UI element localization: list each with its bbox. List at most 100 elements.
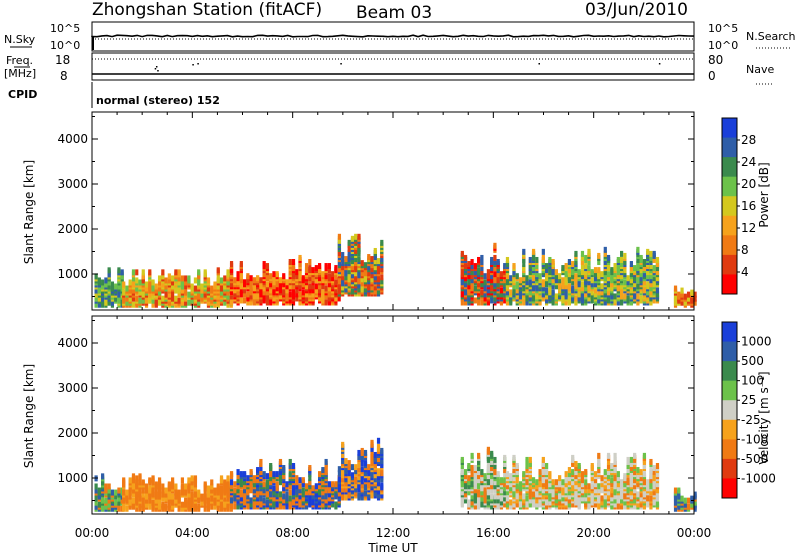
range-cell [499,495,504,502]
range-cell [357,278,361,285]
range-cell [94,291,98,298]
range-cell [616,503,620,510]
range-cell [180,275,184,282]
range-cell [125,505,129,512]
range-cell [229,281,234,288]
range-cell [167,291,171,298]
range-cell [203,501,207,508]
range-cell [620,256,624,263]
range-cell [216,283,220,290]
range-cell [460,463,464,469]
range-cell [477,267,481,274]
range-cell [243,287,247,294]
range-cell [167,501,171,508]
range-cell [649,458,653,465]
range-cell [177,297,181,304]
range-cell [272,287,276,294]
range-cell [210,479,214,486]
range-cell [203,269,207,276]
range-cell [686,503,691,510]
range-cell [193,475,198,482]
range-cell [623,503,627,510]
colorbar-tick-label: 100 [741,374,764,388]
range-cell [161,295,165,302]
range-cell [216,483,220,490]
range-cell [380,447,384,454]
range-cell [216,277,220,284]
range-cell [493,265,497,272]
nsky-line [91,34,695,38]
range-cell [541,291,545,298]
range-cell [593,281,598,288]
range-cell [200,493,204,500]
range-cell [262,271,266,278]
range-cell [210,495,214,502]
range-cell [564,291,568,298]
range-cell [600,475,604,482]
range-cell [278,277,283,284]
range-cell [164,495,168,502]
range-cell [683,501,687,508]
range-cell [673,487,678,494]
colorbar-tick-label: -100 [741,432,768,446]
range-cell [486,463,491,469]
range-cell [522,248,526,255]
range-cell [197,503,201,510]
range-cell [259,469,263,476]
range-cell [626,456,630,463]
range-cell [216,267,220,274]
range-cell [636,293,640,300]
range-cell [190,491,194,498]
range-cell [354,233,358,240]
range-cell [252,475,256,482]
range-cell [249,281,253,288]
range-cell [161,501,165,508]
range-cell [94,487,98,494]
range-cell [239,271,243,278]
range-cell [141,491,145,498]
range-cell [633,275,637,282]
range-cell [548,471,552,478]
range-cell [107,483,111,490]
range-cell [138,279,142,286]
range-cell [496,475,500,482]
range-cell [620,503,624,510]
range-cell [460,271,464,278]
range-cell [606,458,611,465]
range-cell [367,464,371,471]
range-cell [593,275,598,282]
range-cell [509,499,513,506]
range-cell [167,277,171,284]
range-cell [503,297,507,304]
range-cell [138,505,142,512]
velocity-heatmap [94,437,697,512]
range-cell [171,275,175,282]
range-cell [376,488,381,495]
range-cell [347,280,351,287]
range-cell [574,283,578,290]
range-cell [486,489,491,496]
range-cell [467,499,471,506]
range-cell [577,279,581,286]
range-cell [157,285,162,292]
range-cell [318,295,322,302]
range-cell [135,505,139,512]
range-cell [265,281,270,288]
range-cell [308,493,312,500]
range-cell [157,499,162,506]
range-cell [590,483,594,490]
colorbar-tick-label: 24 [741,155,756,169]
range-cell [652,479,656,486]
range-cell [354,260,358,267]
range-cell [460,250,464,257]
range-cell [295,479,299,486]
range-cell [154,487,158,494]
range-cell [243,497,247,504]
range-cell [278,458,283,465]
range-cell [187,495,191,502]
range-cell [367,468,371,475]
range-cell [357,241,361,248]
range-cell [503,501,507,508]
range-cell [554,273,558,280]
range-cell [104,299,108,306]
